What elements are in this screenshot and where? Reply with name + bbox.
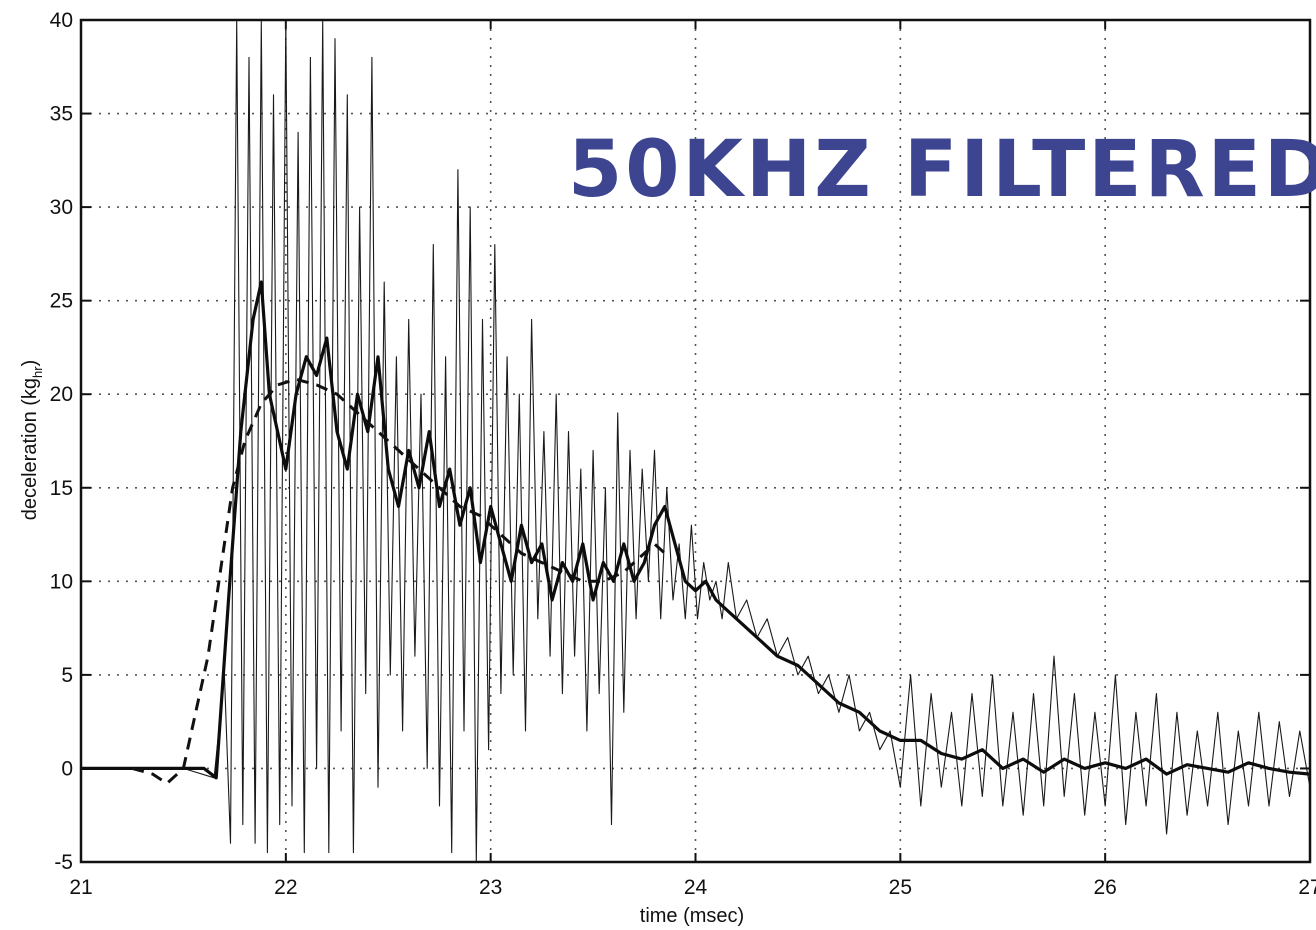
series-layer [81,20,1310,862]
x-tick-label: 22 [274,876,297,899]
x-tick-label: 25 [889,876,912,899]
x-tick-label: 27 [1298,876,1316,899]
plot-frame [79,18,1312,864]
y-axis-title-subscript: hr [30,366,45,378]
y-axis-title: deceleration (kghr) [19,360,45,521]
y-tick-label: 20 [50,383,73,406]
y-tick-label: -5 [54,851,73,874]
y-tick-label: 5 [61,664,73,687]
y-axis-title-close: ) [19,360,41,367]
fitted-curve-line [131,377,666,786]
y-tick-label: 40 [50,9,73,32]
x-tick-label: 24 [684,876,708,899]
x-tick-label: 26 [1093,876,1116,899]
y-tick-label: 25 [50,290,73,313]
x-tick-labels: 21 22 23 24 25 26 27 [69,876,1316,899]
x-tick-label: 23 [479,876,502,899]
y-axis-title-main: deceleration (kg [19,378,41,520]
filter-annotation: 50KHZ FILTERED [568,125,1316,215]
x-tick-label: 21 [69,876,92,899]
y-tick-label: 0 [61,757,73,780]
x-axis-title: time (msec) [640,905,744,927]
filtered-signal-line [81,280,1310,780]
y-tick-label: 15 [50,477,73,500]
y-tick-labels: 40 35 30 25 20 15 10 5 0 -5 [50,9,73,874]
y-tick-label: 10 [50,570,73,593]
y-tick-label: 35 [50,103,73,126]
y-tick-label: 30 [50,196,73,219]
